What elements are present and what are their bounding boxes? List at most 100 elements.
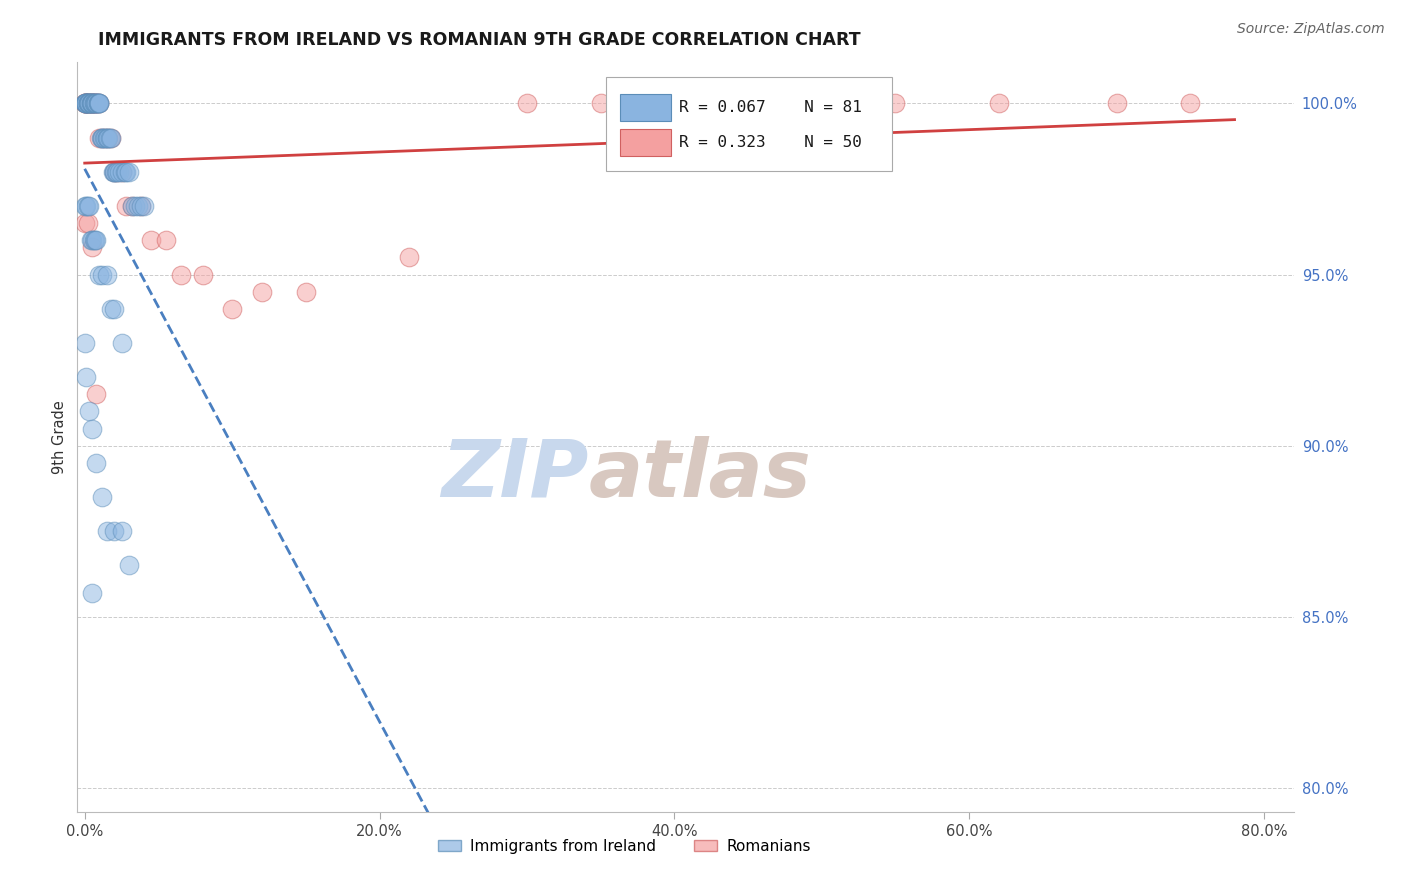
Point [76,96,98,111]
Point [129,199,152,213]
Point [101,165,124,179]
Point [107,165,129,179]
Point [77,96,100,111]
Point [77,199,100,213]
Point [96,130,118,145]
Point [86,233,108,247]
Point [79,233,101,247]
Point [105,165,128,179]
Y-axis label: 9th Grade: 9th Grade [52,401,67,474]
Point [104,165,127,179]
Point [84,96,107,111]
Point [884,96,907,111]
Point [75,96,97,111]
Point [73,96,96,111]
Point [89,268,111,282]
Point [73,96,96,111]
Point [191,268,214,282]
Point [110,165,132,179]
Point [139,233,162,247]
Text: Source: ZipAtlas.com: Source: ZipAtlas.com [1237,22,1385,37]
Point [132,199,155,213]
Point [97,130,120,145]
Point [155,233,177,247]
Point [103,524,125,538]
Point [97,130,120,145]
Point [91,130,114,145]
Point [1105,96,1128,111]
FancyBboxPatch shape [620,129,671,156]
Point [100,301,122,316]
Point [83,233,105,247]
Point [83,96,105,111]
Point [87,96,110,111]
Point [110,336,132,351]
Point [77,96,100,111]
Point [115,199,138,213]
Text: atlas: atlas [588,435,811,514]
Point [83,96,105,111]
Point [80,96,103,111]
Point [693,96,716,111]
Point [75,199,97,213]
Point [1180,96,1202,111]
Point [79,96,101,111]
Point [96,268,118,282]
Point [103,165,125,179]
Legend: Immigrants from Ireland, Romanians: Immigrants from Ireland, Romanians [432,833,817,860]
Point [80,240,103,254]
Point [96,130,118,145]
Point [129,199,152,213]
Point [115,165,138,179]
Point [221,301,243,316]
Point [84,233,107,247]
Point [77,96,100,111]
Point [89,96,111,111]
Point [127,199,149,213]
Point [100,130,122,145]
Point [89,96,111,111]
Point [76,96,98,111]
Point [94,130,117,145]
Point [86,456,108,470]
Point [80,96,103,111]
Point [89,96,111,111]
Point [73,336,96,351]
Point [118,165,141,179]
Point [73,96,96,111]
Point [80,586,103,600]
Point [73,199,96,213]
Point [75,96,97,111]
Point [86,96,108,111]
Point [91,268,114,282]
Point [103,165,125,179]
Point [75,96,97,111]
Point [86,96,108,111]
Point [80,96,103,111]
Point [79,96,101,111]
Point [80,96,103,111]
Point [398,251,420,265]
Point [87,96,110,111]
Point [73,216,96,230]
Point [94,130,117,145]
Point [75,96,97,111]
Point [76,199,98,213]
Point [295,285,318,299]
Point [83,96,105,111]
Text: ZIP: ZIP [440,435,588,514]
Point [76,216,98,230]
Point [91,130,114,145]
Point [114,165,136,179]
Point [73,96,96,111]
Point [84,96,107,111]
Text: R = 0.323    N = 50: R = 0.323 N = 50 [679,135,862,150]
Point [86,96,108,111]
Point [76,96,98,111]
Point [89,96,111,111]
FancyBboxPatch shape [620,94,671,121]
FancyBboxPatch shape [606,78,893,171]
Point [121,199,143,213]
Point [105,165,128,179]
Point [118,558,141,573]
